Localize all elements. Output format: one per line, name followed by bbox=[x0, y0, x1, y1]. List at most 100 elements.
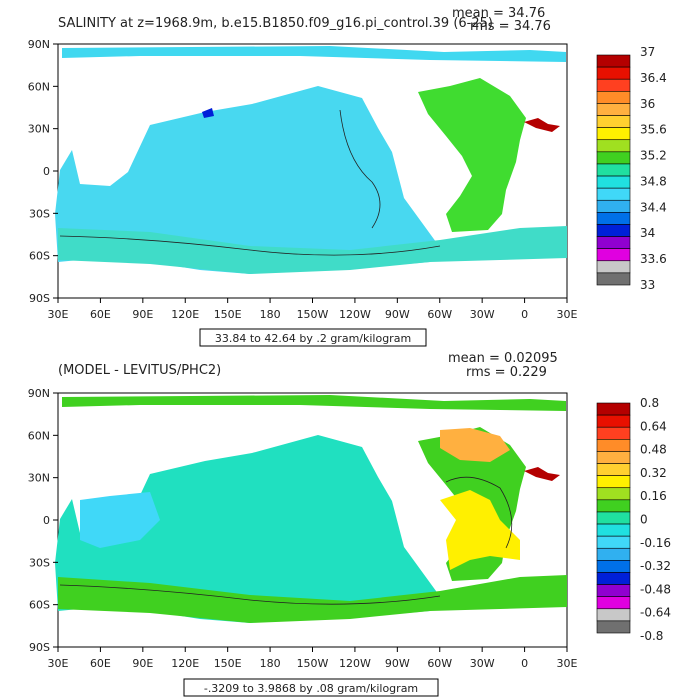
panel-2-range-box bbox=[183, 678, 439, 697]
colorbar-swatch bbox=[596, 187, 631, 201]
panel-2: (MODEL - LEVITUS/PHC2) mean = 0.02095 rm… bbox=[28, 351, 671, 697]
lon-label: 150W bbox=[297, 308, 329, 321]
colorbar-label: -0.8 bbox=[640, 629, 663, 643]
colorbar-swatch bbox=[596, 115, 631, 128]
colorbar-label: 33.6 bbox=[640, 252, 667, 266]
panel-1-mean: mean = 34.76 bbox=[452, 6, 545, 21]
lat-label: 30S bbox=[29, 207, 50, 220]
lon-label: 120W bbox=[339, 308, 371, 321]
lat-label: 90S bbox=[29, 292, 50, 305]
panel-1-lat-ticks: 90N 60N 30N 0 30S 60S 90S bbox=[28, 38, 58, 305]
panel-2-colorbar: 0.8 0.64 0.48 0.32 0.16 0 -0.16 -0.32 -0.48 -0.64… bbox=[596, 396, 671, 643]
colorbar-swatch bbox=[596, 608, 631, 622]
lon-label: 180 bbox=[260, 657, 281, 670]
lat-label: 60S bbox=[29, 250, 50, 263]
colorbar-label: 36 bbox=[640, 97, 655, 111]
colorbar-label: -0.32 bbox=[640, 559, 671, 573]
colorbar-swatch bbox=[596, 151, 631, 165]
lat-label: 30N bbox=[28, 123, 50, 136]
panel-1-range-box bbox=[199, 328, 427, 347]
colorbar-swatch bbox=[596, 224, 631, 237]
colorbar-swatch bbox=[596, 451, 631, 464]
lon-label: 60W bbox=[427, 308, 452, 321]
colorbar-swatch bbox=[596, 260, 631, 274]
colorbar-label: 0.64 bbox=[640, 419, 667, 433]
lon-label: 150E bbox=[214, 657, 242, 670]
colorbar-label: 0 bbox=[640, 513, 648, 527]
colorbar-swatch bbox=[596, 535, 631, 549]
colorbar-label: -0.16 bbox=[640, 536, 671, 550]
lat-label: 0 bbox=[43, 165, 50, 178]
panel-2-rms: rms = 0.229 bbox=[466, 365, 547, 380]
lon-label: 120E bbox=[171, 657, 199, 670]
colorbar-label: 35.6 bbox=[640, 123, 667, 137]
lon-label: 30E bbox=[557, 657, 578, 670]
colorbar-swatch bbox=[596, 487, 631, 501]
panel-1-title: SALINITY at z=1968.9m, b.e15.B1850.f09_g… bbox=[58, 16, 493, 31]
panel-1: SALINITY at z=1968.9m, b.e15.B1850.f09_g… bbox=[28, 6, 667, 347]
panel-2-range-label: -.3209 to 3.9868 by .08 gram/kilogram bbox=[204, 682, 418, 695]
colorbar-label: 34.8 bbox=[640, 174, 667, 188]
colorbar-label: 0.8 bbox=[640, 396, 659, 410]
panel-1-arctic bbox=[62, 46, 566, 62]
lon-label: 60E bbox=[90, 308, 111, 321]
panel-1-okhotsk-low bbox=[202, 108, 214, 118]
colorbar-swatch bbox=[596, 426, 631, 440]
lon-label: 60W bbox=[427, 657, 452, 670]
lat-label: 30N bbox=[28, 472, 50, 485]
panel-2-contour-2 bbox=[445, 476, 513, 549]
panel-2-mean: mean = 0.02095 bbox=[448, 351, 558, 366]
lat-label: 30S bbox=[29, 556, 50, 569]
colorbar-label: 34 bbox=[640, 226, 655, 240]
lon-label: 60E bbox=[90, 657, 111, 670]
lat-label: 0 bbox=[43, 514, 50, 527]
panel-1-contour-1 bbox=[339, 109, 381, 229]
panel-2-southern-ocean bbox=[58, 575, 567, 623]
colorbar-swatch bbox=[596, 236, 631, 249]
panel-2-map: 90N 60N 30N 0 30S 60S 90S 30E 60E 90E 120E 150E 180… bbox=[28, 387, 578, 670]
panel-2-lon-ticks: 30E 60E 90E 120E 150E 180 150W 120W 90W 60W 30W 0 30… bbox=[48, 647, 578, 670]
panel-1-map: 90N 60N 30N 0 30S 60S 90S 30E 60E 90E 120E 150E 180… bbox=[28, 38, 578, 321]
colorbar-swatch bbox=[596, 596, 631, 610]
lon-label: 0 bbox=[521, 308, 528, 321]
colorbar-label: 36.4 bbox=[640, 71, 667, 85]
lon-label: 180 bbox=[260, 308, 281, 321]
colorbar-label: 0.32 bbox=[640, 466, 667, 480]
colorbar-swatch bbox=[596, 463, 631, 476]
lon-label: 30E bbox=[557, 308, 578, 321]
panel-2-med-high bbox=[524, 467, 560, 481]
colorbar-swatch bbox=[596, 248, 631, 262]
colorbar-label: 0.16 bbox=[640, 489, 667, 503]
colorbar-swatch bbox=[596, 523, 631, 537]
lat-label: 90S bbox=[29, 641, 50, 654]
lon-label: 150E bbox=[214, 308, 242, 321]
colorbar-swatch bbox=[596, 499, 631, 513]
panel-1-pacific-indian bbox=[55, 86, 442, 274]
panel-1-colorbar: 37 36.4 36 35.6 35.2 34.8 34.4 34 33.6 33 bbox=[596, 45, 667, 292]
colorbar-label: 0.48 bbox=[640, 443, 667, 457]
lon-label: 120E bbox=[171, 308, 199, 321]
lat-label: 90N bbox=[28, 38, 50, 51]
panel-2-atlantic-yellow bbox=[440, 490, 520, 570]
colorbar-swatch bbox=[596, 560, 631, 573]
colorbar-label: 35.2 bbox=[640, 149, 667, 163]
panel-1-range-label: 33.84 to 42.64 by .2 gram/kilogram bbox=[215, 332, 411, 345]
colorbar-swatch bbox=[596, 572, 631, 585]
panel-1-contour-2 bbox=[59, 235, 441, 256]
panel-2-title: (MODEL - LEVITUS/PHC2) bbox=[58, 363, 221, 378]
lon-label: 0 bbox=[521, 657, 528, 670]
panel-2-contour-1 bbox=[59, 584, 441, 605]
colorbar-swatch bbox=[596, 272, 631, 286]
lon-label: 90W bbox=[385, 657, 410, 670]
colorbar-swatch bbox=[596, 402, 631, 416]
panel-2-ocean bbox=[55, 395, 567, 623]
lon-label: 30E bbox=[48, 308, 69, 321]
colorbar-swatch bbox=[596, 475, 631, 489]
panel-2-pacific-indian bbox=[55, 435, 442, 623]
lon-label: 90E bbox=[132, 308, 153, 321]
panel-2-arctic bbox=[62, 395, 566, 411]
colorbar-swatch bbox=[596, 584, 631, 597]
panel-2-labrador-orange bbox=[440, 428, 510, 462]
panel-1-ocean bbox=[55, 46, 567, 274]
panel-1-lon-ticks: 30E 60E 90E 120E 150E 180 150W 120W 90W 60W 30W 0 30… bbox=[48, 298, 578, 321]
